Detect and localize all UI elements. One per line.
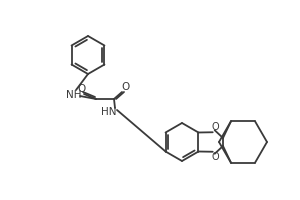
Text: O: O (77, 84, 85, 94)
Text: HN: HN (101, 107, 117, 117)
Text: O: O (121, 82, 129, 92)
Text: O: O (212, 122, 220, 132)
Text: NH: NH (66, 90, 82, 100)
Text: O: O (212, 152, 220, 162)
